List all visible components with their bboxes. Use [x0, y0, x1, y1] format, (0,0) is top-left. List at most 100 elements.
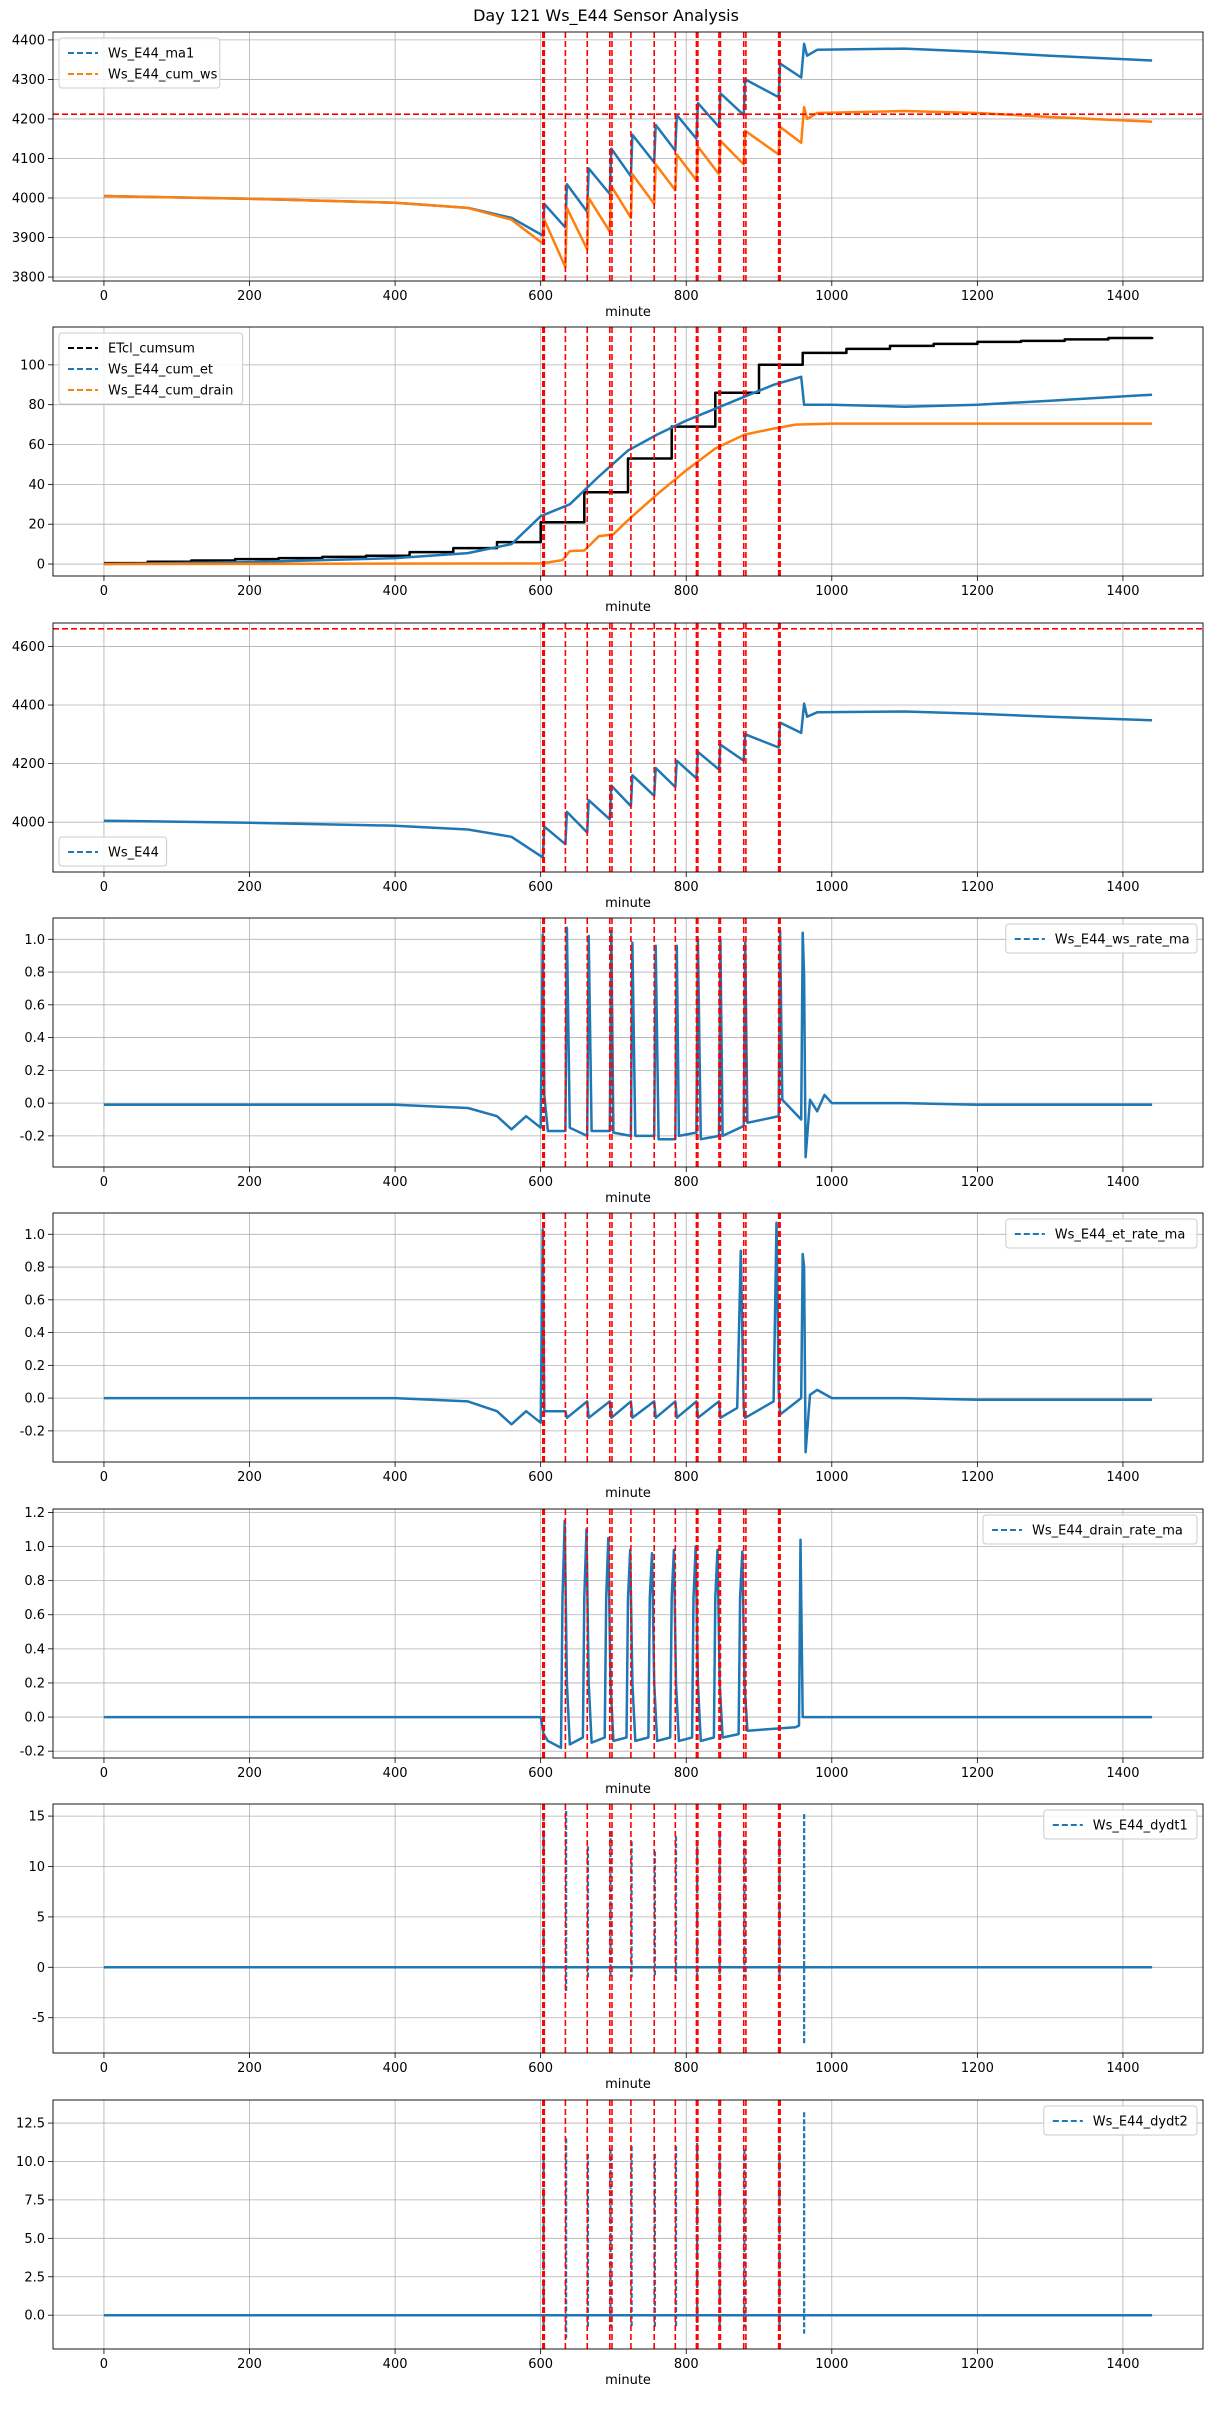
- panel-ws: 0 200 400 600 800 1000 1200 1400 4000 4200 4400 460…: [12, 622, 1204, 911]
- plot-area: [53, 623, 1203, 872]
- y-tick-label: 4400: [12, 699, 45, 714]
- x-tick-label: 1000: [815, 1470, 848, 1485]
- x-tick-label: 600: [528, 2357, 553, 2372]
- x-tick-label: 1000: [815, 880, 848, 895]
- x-tick-label: 1200: [961, 880, 994, 895]
- y-tick-label: 4000: [12, 816, 45, 831]
- legend: Ws_E44_drain_rate_ma: [982, 1514, 1198, 1545]
- x-tick-label: 400: [383, 2357, 408, 2372]
- y-tick-label: 0.2: [24, 1064, 45, 1079]
- x-tick-label: 600: [528, 880, 553, 895]
- legend-label: Ws_E44_drain_rate_ma: [1032, 1524, 1183, 1539]
- y-tick-label: 0.6: [24, 1608, 45, 1623]
- legend-box: [58, 332, 244, 405]
- x-tick-label: 1000: [815, 1175, 848, 1190]
- y-tick-label: 5.0: [24, 2232, 45, 2247]
- x-tick-label: 800: [674, 2061, 699, 2076]
- x-tick-label: 1200: [961, 289, 994, 304]
- x-axis-label: minute: [605, 2077, 651, 2092]
- panel-ws-rate: 0 200 400 600 800 1000 1200 1400 -0.2 0.0 0.2 0.4 0.…: [20, 917, 1204, 1206]
- x-tick-label: 200: [237, 2061, 262, 2076]
- y-tick-label: 0.4: [24, 1031, 45, 1046]
- plot-area: [103, 327, 1154, 576]
- x-tick-label: 1000: [815, 2357, 848, 2372]
- x-axis-label: minute: [605, 305, 651, 320]
- legend-box: [58, 37, 221, 89]
- panel-et-rate: 0 200 400 600 800 1000 1200 1400 -0.2 0.0 0.2 0.4 0.…: [20, 1212, 1204, 1501]
- axes-frame: [52, 917, 1204, 1168]
- plot-area: [103, 1213, 1153, 1462]
- x-tick-label: 200: [237, 1175, 262, 1190]
- y-tick-label: 4600: [12, 640, 45, 655]
- y-tick-label: -0.2: [20, 1745, 45, 1760]
- legend-label: Ws_E44: [108, 846, 159, 861]
- x-tick-label: 800: [674, 1175, 699, 1190]
- x-tick-label: 1400: [1106, 1175, 1139, 1190]
- x-tick-label: 400: [383, 289, 408, 304]
- legend-box: [982, 1514, 1198, 1545]
- y-tick-label: 4100: [12, 152, 45, 167]
- axes-frame: [52, 31, 1204, 282]
- y-tick-label: 0.8: [24, 1261, 45, 1276]
- y-tick-label: 4400: [12, 33, 45, 48]
- panel-dydt1: 0 200 400 600 800 1000 1200 1400 -5 0 5 10 15 minute W…: [28, 1803, 1204, 2092]
- y-tick-label: 15: [28, 1810, 45, 1825]
- x-axis-label: minute: [605, 600, 651, 615]
- y-tick-label: 0: [37, 1961, 45, 1976]
- x-tick-label: 800: [674, 289, 699, 304]
- x-tick-label: 600: [528, 1470, 553, 1485]
- x-tick-label: 400: [383, 1175, 408, 1190]
- x-axis-label: minute: [605, 896, 651, 911]
- x-tick-label: 200: [237, 1470, 262, 1485]
- y-tick-label: -5: [32, 2011, 45, 2026]
- legend-label: Ws_E44_cum_drain: [108, 384, 233, 399]
- x-tick-label: 1400: [1106, 289, 1139, 304]
- axes-frame: [52, 1212, 1204, 1463]
- legend: Ws_E44_ws_rate_ma: [1005, 923, 1198, 954]
- x-tick-label: 600: [528, 289, 553, 304]
- x-tick-label: 1200: [961, 1470, 994, 1485]
- y-tick-label: 0.6: [24, 1293, 45, 1308]
- x-tick-label: 400: [383, 880, 408, 895]
- x-tick-label: 1400: [1106, 2357, 1139, 2372]
- y-tick-label: 0.2: [24, 1676, 45, 1691]
- plot-area: [103, 1804, 1153, 2053]
- x-tick-label: 800: [674, 1470, 699, 1485]
- y-tick-label: 0.4: [24, 1326, 45, 1341]
- x-tick-label: 200: [237, 584, 262, 599]
- plot-area: [53, 32, 1203, 281]
- x-tick-label: 200: [237, 1766, 262, 1781]
- legend-box: [1043, 1809, 1198, 1840]
- x-axis-label: minute: [605, 1191, 651, 1206]
- y-tick-label: 12.5: [16, 2117, 45, 2132]
- legend-label: ETcl_cumsum: [108, 342, 195, 357]
- x-tick-label: 200: [237, 289, 262, 304]
- y-tick-label: 100: [20, 358, 45, 373]
- y-tick-label: 0.4: [24, 1642, 45, 1657]
- x-tick-label: 1400: [1106, 1766, 1139, 1781]
- series-line-ws-e44-cum-drain: [103, 422, 1153, 566]
- y-tick-label: -0.2: [20, 1129, 45, 1144]
- legend-label: Ws_E44_ma1: [108, 47, 194, 62]
- panel-ma1-cum-ws: 0 200 400 600 800 1000 1200 1400 3800 3900 4000 410…: [12, 31, 1204, 320]
- y-tick-label: 40: [28, 478, 45, 493]
- x-tick-label: 1200: [961, 1175, 994, 1190]
- series-line-ws-e44: [103, 702, 1153, 859]
- series-line-etcl-cumsum: [103, 336, 1154, 565]
- plot-area: [103, 1509, 1153, 1758]
- x-tick-label: 200: [237, 2357, 262, 2372]
- axes-frame: [52, 326, 1204, 577]
- x-tick-label: 0: [100, 289, 108, 304]
- x-tick-label: 0: [100, 2357, 108, 2372]
- legend-box: [1005, 923, 1198, 954]
- y-tick-label: 4300: [12, 73, 45, 88]
- legend-label: Ws_E44_cum_ws: [108, 68, 218, 83]
- x-tick-label: 400: [383, 1470, 408, 1485]
- y-tick-label: 0.8: [24, 1574, 45, 1589]
- x-tick-label: 0: [100, 2061, 108, 2076]
- x-tick-label: 0: [100, 1470, 108, 1485]
- y-tick-label: 4200: [12, 112, 45, 127]
- y-tick-label: -0.2: [20, 1424, 45, 1439]
- x-axis-label: minute: [605, 1486, 651, 1501]
- legend: Ws_E44_ma1 Ws_E44_cum_ws: [58, 37, 221, 89]
